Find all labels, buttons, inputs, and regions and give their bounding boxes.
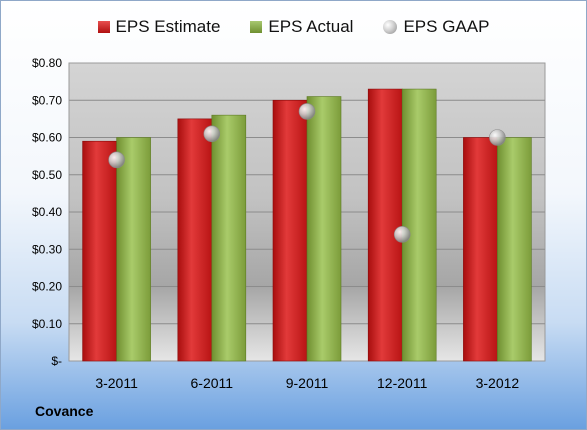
y-tick-label: $0.80 — [32, 56, 62, 70]
bar-eps-actual — [116, 137, 151, 362]
bar-eps-estimate — [272, 99, 308, 362]
bar-eps-estimate — [177, 118, 213, 362]
x-tick-label: 3-2012 — [476, 375, 520, 391]
y-tick-label: $0.30 — [32, 242, 62, 256]
gaap-markers — [108, 103, 506, 243]
y-tick-label: $0.50 — [32, 168, 62, 182]
y-tick-label: $0.10 — [32, 317, 62, 331]
legend-swatch-gaap — [383, 20, 398, 34]
legend-label-actual: EPS Actual — [268, 17, 354, 36]
bar-eps-estimate — [367, 88, 403, 362]
bar-eps-actual — [306, 96, 342, 362]
bar-eps-actual — [211, 114, 247, 362]
bar-eps-actual — [497, 137, 532, 362]
legend-label-estimate: EPS Estimate — [115, 17, 221, 36]
x-tick-label: 3-2011 — [95, 375, 138, 391]
legend-label-gaap: EPS GAAP — [403, 17, 490, 36]
y-tick-label: $0.70 — [32, 93, 62, 107]
y-tick-label: $0.40 — [32, 205, 62, 219]
marker-eps-gaap — [489, 129, 506, 146]
legend-swatch-actual — [250, 21, 263, 33]
legend: EPS Estimate EPS Actual EPS GAAP — [1, 17, 586, 37]
marker-eps-gaap — [108, 151, 125, 169]
bar-eps-actual — [401, 88, 437, 362]
bars — [82, 88, 532, 362]
x-tick-label: 9-2011 — [286, 375, 329, 391]
y-tick-label: $0.20 — [32, 280, 62, 294]
y-axis: $- $0.10 $0.20 $0.30 $0.40 $0.50 $0.60 $0.70 $0.… — [32, 56, 62, 368]
marker-eps-gaap — [298, 103, 316, 120]
x-tick-label: 12-2011 — [377, 375, 428, 391]
bar-eps-estimate — [82, 140, 117, 362]
y-tick-label: $- — [51, 354, 62, 368]
marker-eps-gaap — [393, 226, 411, 243]
legend-swatch-estimate — [97, 21, 110, 33]
legend-item-actual: EPS Actual — [250, 17, 353, 37]
x-tick-label: 6-2011 — [191, 375, 234, 391]
x-axis: 3-2011 6-2011 9-2011 12-2011 3-2012 — [95, 375, 519, 391]
marker-eps-gaap — [203, 125, 221, 143]
bar-eps-estimate — [463, 137, 498, 362]
legend-item-estimate: EPS Estimate — [97, 17, 221, 37]
legend-item-gaap: EPS GAAP — [383, 17, 489, 37]
company-label: Covance — [35, 403, 94, 419]
y-tick-label: $0.60 — [32, 131, 62, 145]
